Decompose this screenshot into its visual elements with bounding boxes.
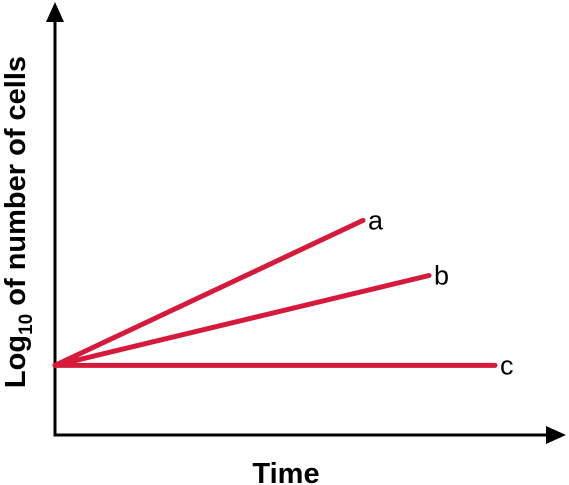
series-label-b: b <box>434 261 449 291</box>
y-axis-label-prefix: Log <box>0 335 32 388</box>
series-label-c: c <box>500 350 514 380</box>
series-line-a <box>52 217 366 368</box>
x-axis-label: Time <box>252 458 319 485</box>
y-axis-label: Log10 of number of cells <box>0 56 37 388</box>
y-axis-label-suffix: of number of cells <box>0 56 32 314</box>
chart-axes <box>46 2 566 444</box>
x-axis-arrow-icon <box>546 426 566 444</box>
series-line-b <box>52 273 432 368</box>
series-label-a: a <box>368 205 384 235</box>
y-axis-arrow-icon <box>46 2 64 22</box>
chart-series: a b c <box>52 205 514 380</box>
y-axis-label-subscript: 10 <box>16 314 37 335</box>
